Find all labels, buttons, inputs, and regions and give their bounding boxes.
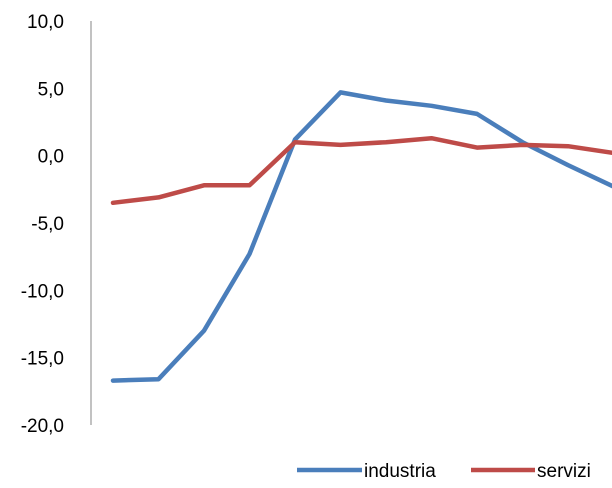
y-tick-label: 10,0 xyxy=(27,12,64,33)
series-line-industria xyxy=(110,90,612,383)
y-axis: 10,0 5,0 0,0 -5,0 -10,0 -15,0 -20,0 xyxy=(21,12,92,437)
plot-area xyxy=(110,90,612,383)
y-tick-label: -20,0 xyxy=(21,416,64,437)
y-tick-label: 0,0 xyxy=(38,147,64,168)
y-tick-label: -5,0 xyxy=(31,214,64,235)
legend-label-industria: industria xyxy=(364,461,436,482)
y-tick-label: -15,0 xyxy=(21,349,64,370)
series-line-servizi xyxy=(110,135,612,206)
y-tick-label: -10,0 xyxy=(21,281,64,302)
legend-label-servizi: servizi xyxy=(537,461,591,482)
y-tick-label: 5,0 xyxy=(38,79,64,100)
legend: industria servizi xyxy=(297,461,591,482)
